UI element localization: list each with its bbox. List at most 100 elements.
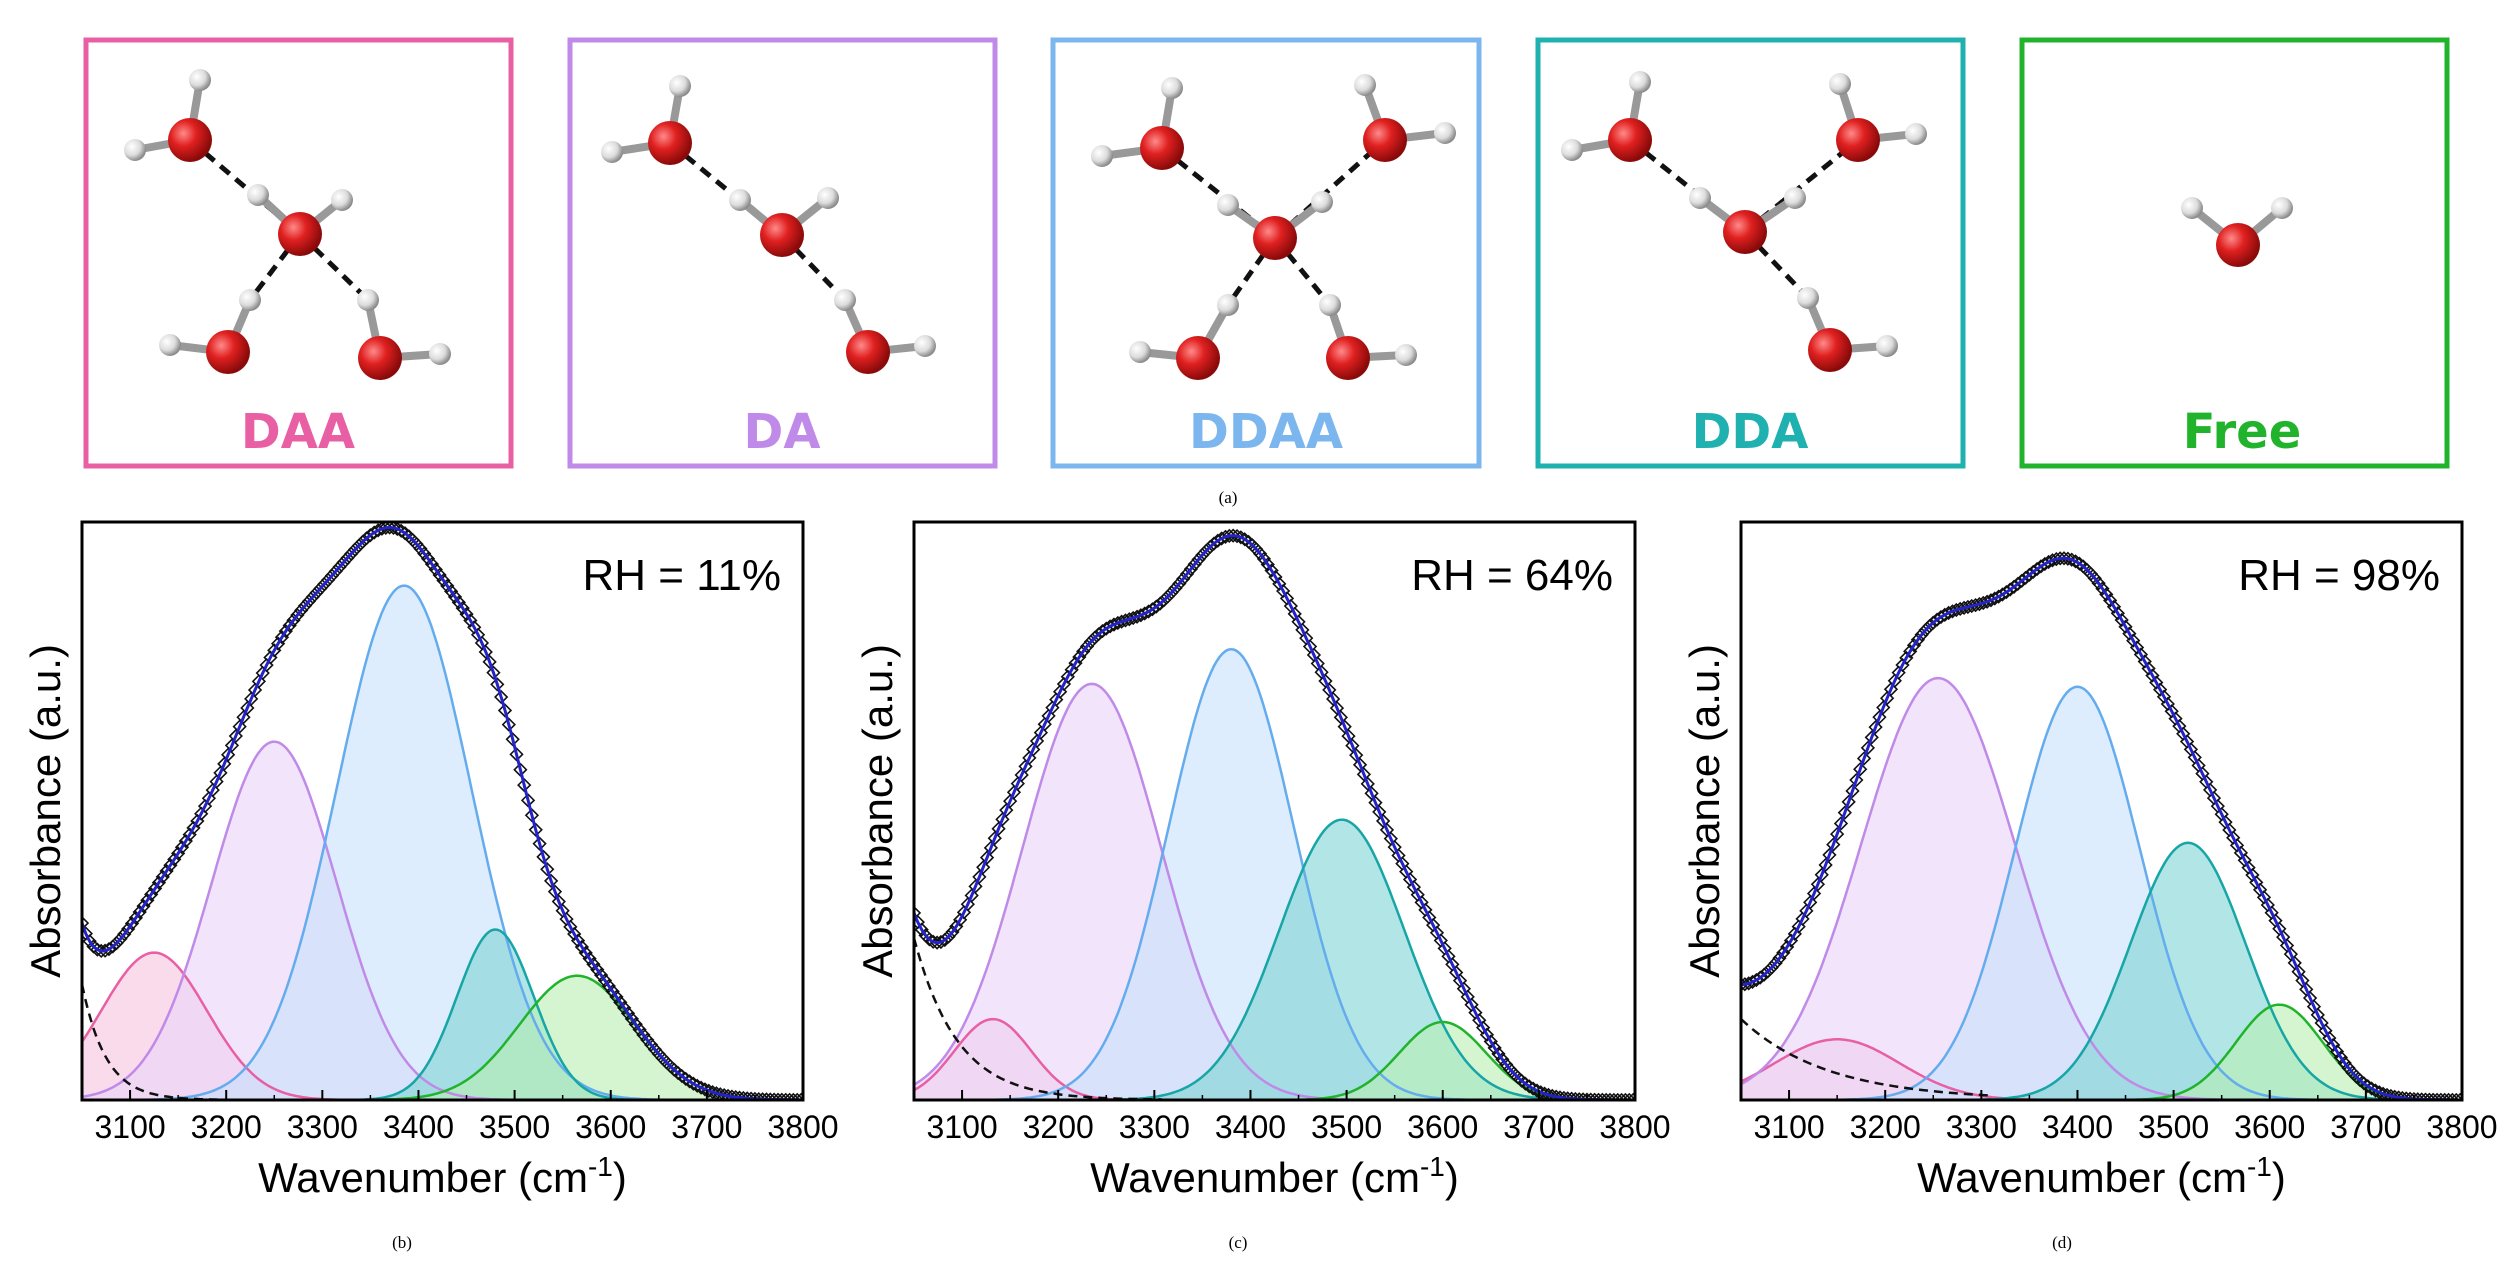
data-point (949, 919, 964, 934)
panel-caption: (d) (2052, 1233, 2072, 1252)
component-line-daa (914, 1017, 1635, 1100)
data-point (1491, 1046, 1506, 1062)
data-point (1829, 826, 1845, 842)
data-point (1876, 700, 1891, 715)
data-point (220, 747, 236, 762)
data-point (2337, 1055, 2352, 1071)
x-tick-label: 3100 (94, 1109, 165, 1145)
data-point (2122, 626, 2137, 641)
data-point (455, 600, 470, 616)
water-cluster-dda (1561, 71, 1927, 372)
data-point (1772, 951, 1787, 966)
data-point (174, 840, 190, 855)
data-point (424, 556, 440, 572)
data-point (463, 613, 478, 628)
data-point (1268, 569, 1283, 585)
data-point (790, 1092, 803, 1100)
data-point (1252, 546, 1268, 561)
data-point (987, 831, 1002, 846)
data-point (313, 581, 328, 596)
panel-a: DAA DA (83, 37, 2450, 507)
data-point (1179, 566, 1195, 582)
data-point (232, 719, 247, 734)
chart-rh-64: 3100 3200 3300 3400 3500 3600 3700 3800 Wavenumb… (854, 520, 1671, 1252)
x-tick-label: 3100 (926, 1109, 997, 1145)
box-label-dda: DDA (1692, 404, 1809, 460)
x-tick-label: 3700 (671, 1109, 742, 1145)
data-point (1918, 623, 1933, 638)
x-tick-label: 3800 (767, 1109, 838, 1145)
data-point (305, 589, 320, 605)
data-point (628, 1017, 643, 1032)
box-free: Free (2019, 37, 2450, 469)
data-point (570, 933, 586, 948)
data-point (1191, 552, 1206, 567)
x-tick-label: 3600 (1407, 1109, 1478, 1145)
x-tick-label: 3200 (191, 1109, 262, 1145)
component-line-da (1741, 676, 2462, 1100)
data-point (593, 967, 609, 983)
data-point (486, 665, 501, 680)
water-molecule-free (2181, 197, 2293, 267)
water-cluster-da (601, 75, 936, 374)
component-fill-ddaa (1741, 686, 2462, 1100)
data-point (436, 573, 451, 588)
data-point (2095, 581, 2110, 596)
data-point (82, 915, 90, 931)
data-point (151, 875, 167, 890)
component-line-da (914, 682, 1635, 1100)
data-point (567, 926, 582, 942)
box-free-frame (2019, 37, 2450, 469)
x-tick-label: 3800 (2426, 1109, 2497, 1145)
data-point (586, 957, 601, 972)
data-point (2091, 576, 2106, 591)
plot-area (914, 528, 1635, 1100)
x-tick-label: 3300 (287, 1109, 358, 1145)
x-axis-title: Wavenumber (cm-1) (258, 1151, 627, 1201)
data-point (1360, 776, 1375, 791)
component-line-daa (1741, 1038, 2462, 1100)
data-point (117, 927, 132, 942)
data-point (1168, 581, 1183, 596)
box-ddaa-frame (1050, 37, 1482, 469)
component-fill-dda (914, 819, 1635, 1100)
data-point (159, 863, 174, 879)
data-point (1083, 634, 1099, 649)
x-tick-label: 3600 (575, 1109, 646, 1145)
data-point (2110, 606, 2125, 621)
chart-rh-98: 3100 3200 3300 3400 3500 3600 3700 3800 Wavenumb… (1681, 520, 2498, 1252)
data-point (2322, 1030, 2337, 1046)
box-label-ddaa: DDAA (1189, 404, 1343, 460)
data-point (301, 594, 317, 609)
x-tick-label: 3300 (1946, 1109, 2017, 1145)
data-point (613, 995, 628, 1010)
data-point (1260, 557, 1275, 572)
data-point (543, 873, 559, 889)
plot-frame (1739, 520, 2464, 1102)
data-point (528, 822, 543, 837)
data-point (1349, 748, 1364, 763)
panel-caption: (b) (392, 1233, 412, 1252)
data-point (2333, 1050, 2349, 1065)
data-point (236, 710, 251, 725)
data-point (309, 585, 324, 600)
data-point (574, 939, 590, 955)
data-point (297, 598, 313, 613)
box-daa: DAA (83, 37, 514, 469)
data-point (497, 703, 513, 718)
data-point (2106, 599, 2122, 614)
data-point (941, 929, 956, 944)
data-point (605, 984, 620, 999)
data-point (340, 551, 355, 566)
data-point (540, 862, 555, 877)
fit-curve (914, 534, 1635, 1100)
baseline-curve (1741, 1018, 1990, 1097)
data-point (494, 689, 509, 705)
data-point (914, 905, 922, 921)
data-point (793, 1092, 803, 1100)
data-point (1853, 762, 1868, 777)
component-fill-da (914, 683, 1635, 1100)
data-point (294, 603, 309, 618)
data-point (1849, 772, 1864, 788)
box-daa-frame (83, 37, 514, 469)
